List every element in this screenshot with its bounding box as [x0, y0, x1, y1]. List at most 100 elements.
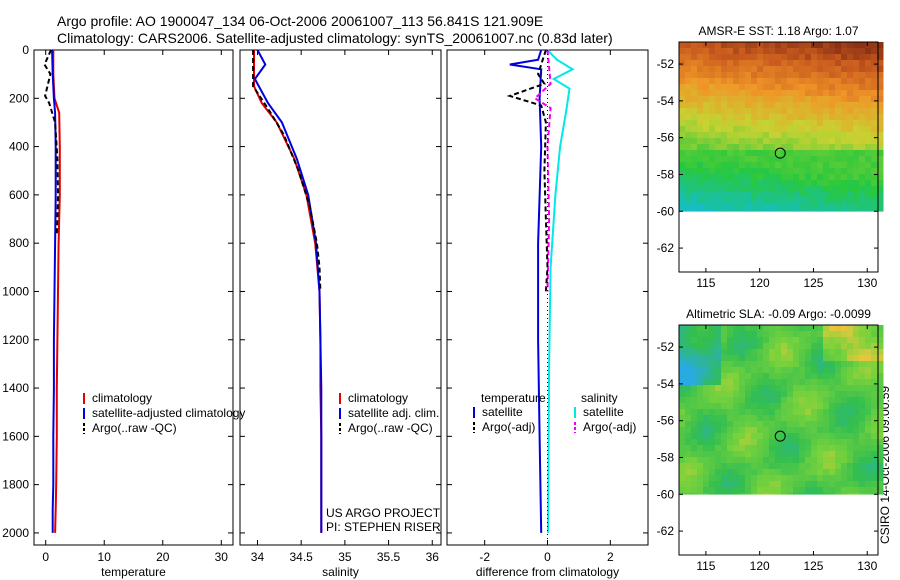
map-cell: [739, 48, 746, 55]
map-cell: [775, 445, 782, 452]
map-cell: [865, 108, 872, 115]
map-cell: [679, 90, 686, 97]
map-cell: [685, 204, 692, 211]
map-cell: [703, 445, 710, 452]
argo-position-marker: [774, 147, 786, 159]
map-cell: [739, 162, 746, 169]
map-cell: [853, 60, 860, 67]
map-frame: [678, 41, 879, 273]
map-cell: [793, 391, 800, 398]
map-cell: [703, 162, 710, 169]
map-cell: [865, 391, 872, 398]
map-cell: [727, 102, 734, 109]
map-cell: [823, 204, 830, 211]
map-cell: [697, 367, 704, 374]
map-cell: [679, 397, 686, 404]
map-cell: [745, 204, 752, 211]
map-cell: [727, 385, 734, 392]
map-cell: [781, 126, 788, 133]
map-cell: [763, 325, 770, 332]
y-tick-label: 1600: [2, 429, 29, 443]
y-tick-label: 400: [9, 140, 29, 154]
map-cell: [703, 379, 710, 386]
map-cell: [835, 132, 842, 139]
map-cell: [769, 343, 776, 350]
map-cell: [751, 409, 758, 416]
map-cell: [859, 493, 866, 495]
map-cell: [685, 126, 692, 133]
map-cell: [727, 439, 734, 446]
map-cell: [835, 150, 842, 157]
map-cell: [751, 379, 758, 386]
map-cell: [709, 463, 716, 470]
map-cell: [841, 457, 848, 464]
map-cell: [709, 108, 716, 115]
map-cell: [745, 451, 752, 458]
map-cell: [769, 174, 776, 181]
y-tick-label: 1400: [2, 381, 29, 395]
map-cell: [751, 180, 758, 187]
map-cell: [679, 385, 686, 392]
map-cell: [847, 102, 854, 109]
map-cell: [703, 60, 710, 67]
map-cell: [733, 180, 740, 187]
map-cell: [703, 54, 710, 61]
map-cell: [685, 487, 692, 494]
map-cell: [865, 421, 872, 428]
map-cell: [727, 433, 734, 440]
map-cell: [787, 42, 794, 49]
map-cell: [751, 138, 758, 145]
map-cell: [841, 349, 848, 356]
map-cell: [679, 355, 686, 362]
argo-position-marker: [774, 430, 786, 442]
map-cell: [703, 156, 710, 163]
map-cell: [877, 192, 884, 199]
map-cell: [877, 96, 884, 103]
map-cell: [847, 373, 854, 380]
map-cell: [817, 463, 824, 470]
map-cell: [865, 415, 872, 422]
map-cell: [799, 433, 806, 440]
map-cell: [811, 403, 818, 410]
map-cell: [781, 427, 788, 434]
map-cell: [799, 475, 806, 482]
map-cell: [799, 174, 806, 181]
map-cell: [811, 331, 818, 338]
map-cell: [865, 192, 872, 199]
map-cell: [769, 114, 776, 121]
map-cell: [751, 433, 758, 440]
map-cell: [811, 493, 818, 495]
map-cell: [799, 78, 806, 85]
map-cell: [781, 84, 788, 91]
map-cell: [865, 463, 872, 470]
map-cell: [793, 72, 800, 79]
map-cell: [811, 343, 818, 350]
map-cell: [841, 415, 848, 422]
map-cell: [865, 138, 872, 145]
map-cell: [751, 361, 758, 368]
map-cell: [697, 373, 704, 380]
map-cell: [817, 415, 824, 422]
map-cell: [811, 373, 818, 380]
map-cell: [877, 60, 884, 67]
map-cell: [775, 162, 782, 169]
map-cell: [691, 325, 698, 332]
series-climatology: [253, 50, 323, 533]
map-cell: [769, 451, 776, 458]
map-cell: [775, 427, 782, 434]
map-cell: [763, 451, 770, 458]
map-cell: [805, 403, 812, 410]
map-cell: [727, 403, 734, 410]
map-cell: [679, 198, 686, 205]
map-cell: [679, 391, 686, 398]
map-cell: [853, 373, 860, 380]
map-cell: [877, 108, 884, 115]
map-cell: [685, 403, 692, 410]
map-cell: [751, 210, 758, 212]
map-cell: [871, 325, 878, 332]
map-cell: [805, 90, 812, 97]
map-cell: [877, 463, 884, 470]
map-cell: [691, 138, 698, 145]
map-cell: [787, 391, 794, 398]
map-cell: [751, 90, 758, 97]
